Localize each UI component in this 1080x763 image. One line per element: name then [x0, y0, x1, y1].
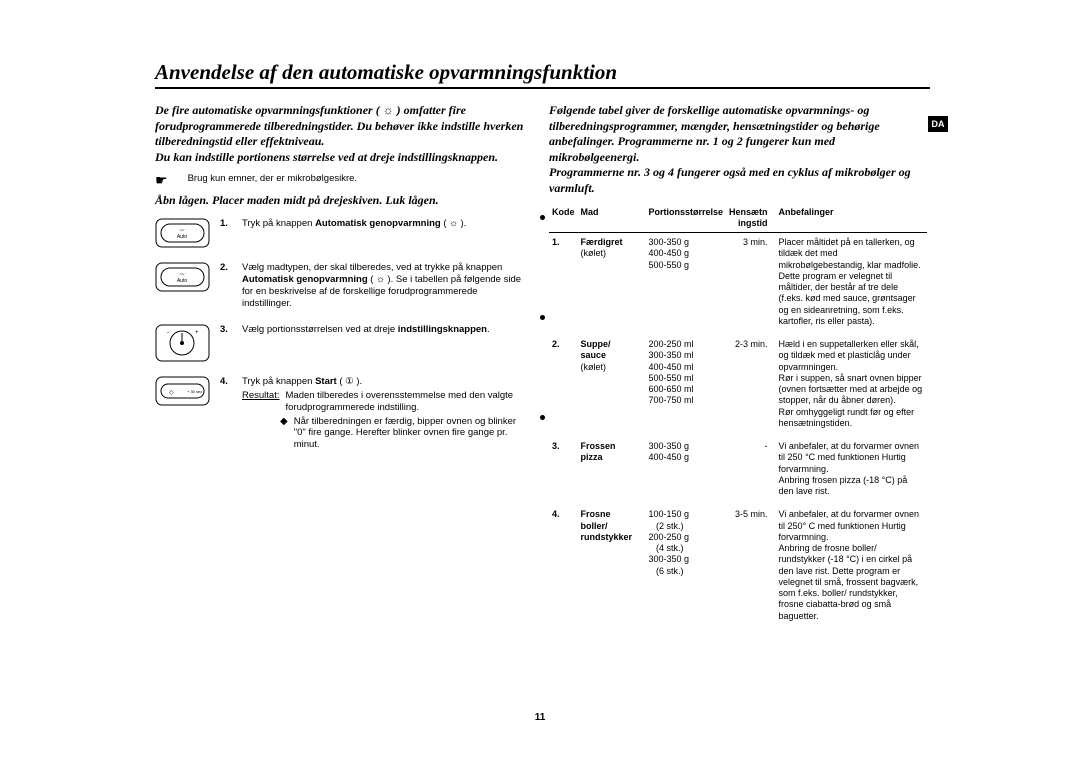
- step-body: 2.Vælg madtypen, der skal tilberedes, ve…: [220, 262, 525, 310]
- step-row: -+3.Vælg portionsstørrelsen ved at dreje…: [155, 324, 525, 362]
- th-rest: Hensætningstid: [726, 205, 776, 233]
- page-fold-dots: [540, 215, 545, 420]
- th-code: Kode: [549, 205, 578, 233]
- cell-portion: 300-350 g400-450 g: [646, 437, 727, 505]
- dot-icon: [540, 415, 545, 420]
- step-number: 3.: [220, 324, 232, 336]
- th-portion: Portionsstørrelse: [646, 205, 727, 233]
- svg-text:Auto: Auto: [177, 278, 188, 284]
- cell-rec: Placer måltidet på en tallerken, og tild…: [776, 233, 927, 336]
- cell-food: Suppe/sauce(kølet): [578, 335, 646, 437]
- cell-food: Frossenpizza: [578, 437, 646, 505]
- steps-list: 〰Auto 1. Tryk på knappen Automatisk genopv…: [155, 218, 525, 451]
- cell-rest: 3 min.: [726, 233, 776, 336]
- step-row: ◇ + 30 sec 4.Tryk på knappen Start ( ① ).R…: [155, 376, 525, 451]
- pointer-icon: ☛: [155, 173, 168, 187]
- page-number: 11: [0, 712, 1080, 723]
- cell-rest: 2-3 min.: [726, 335, 776, 437]
- svg-text:Auto: Auto: [177, 234, 188, 240]
- step-row: 〰Auto 1. Tryk på knappen Automatisk genopv…: [155, 218, 525, 248]
- right-column: Følgende tabel giver de forskellige auto…: [549, 103, 927, 630]
- table-row: 2.Suppe/sauce(kølet)200-250 ml300-350 ml…: [549, 335, 927, 437]
- cell-code: 1.: [549, 233, 578, 336]
- step-text: Vælg madtypen, der skal tilberedes, ved …: [242, 262, 525, 310]
- cell-rec: Vi anbefaler, at du forvarmer ovnen til …: [776, 505, 927, 630]
- cell-portion: 200-250 ml300-350 ml400-450 ml500-550 ml…: [646, 335, 727, 437]
- right-intro: Følgende tabel giver de forskellige auto…: [549, 103, 927, 197]
- cell-food: Frosneboller/rundstykker: [578, 505, 646, 630]
- table-row: 4.Frosneboller/rundstykker100-150 g (2 s…: [549, 505, 927, 630]
- step-icon: 〰Auto: [155, 262, 210, 292]
- step-row: 〰Auto 2.Vælg madtypen, der skal tilberede…: [155, 262, 525, 310]
- cell-portion: 100-150 g (2 stk.)200-250 g (4 stk.)300-…: [646, 505, 727, 630]
- sub-intro: Åbn lågen. Placer maden midt på drejeski…: [155, 193, 525, 208]
- note-text: Brug kun emner, der er mikrobølgesikre.: [188, 173, 357, 184]
- cell-food: Færdigret(kølet): [578, 233, 646, 336]
- page-title: Anvendelse af den automatiske opvarmning…: [155, 60, 930, 89]
- step-icon: ◇ + 30 sec: [155, 376, 210, 406]
- dot-icon: [540, 215, 545, 220]
- step-number: 2.: [220, 262, 232, 310]
- step-text: Tryk på knappen Start ( ① ).Resultat:Mad…: [242, 376, 525, 451]
- step-body: 4.Tryk på knappen Start ( ① ).Resultat:M…: [220, 376, 525, 451]
- cell-portion: 300-350 g400-450 g500-550 g: [646, 233, 727, 336]
- safety-note: ☛ Brug kun emner, der er mikrobølgesikre…: [155, 173, 525, 187]
- left-column: De fire automatiske opvarmningsfunktione…: [155, 103, 525, 630]
- cell-code: 4.: [549, 505, 578, 630]
- step-number: 4.: [220, 376, 232, 451]
- svg-text:◇: ◇: [169, 390, 174, 396]
- left-intro: De fire automatiske opvarmningsfunktione…: [155, 103, 525, 165]
- step-icon: 〰Auto: [155, 218, 210, 248]
- table-body: 1.Færdigret(kølet)300-350 g400-450 g500-…: [549, 233, 927, 630]
- svg-text:-: -: [167, 330, 169, 336]
- table-row: 1.Færdigret(kølet)300-350 g400-450 g500-…: [549, 233, 927, 336]
- cell-rec: Vi anbefaler, at du forvarmer ovnen til …: [776, 437, 927, 505]
- cell-code: 3.: [549, 437, 578, 505]
- dot-icon: [540, 315, 545, 320]
- programs-table: Kode Mad Portionsstørrelse Hensætningsti…: [549, 205, 927, 630]
- language-tab: DA: [928, 116, 948, 132]
- svg-text:+: +: [195, 330, 199, 336]
- step-text: Vælg portionsstørrelsen ved at dreje ind…: [242, 324, 525, 336]
- step-text: Tryk på knappen Automatisk genopvarmning…: [242, 218, 525, 230]
- step-body: 1. Tryk på knappen Automatisk genopvarmni…: [220, 218, 525, 230]
- cell-rest: 3-5 min.: [726, 505, 776, 630]
- th-rec: Anbefalinger: [776, 205, 927, 233]
- step-icon: -+: [155, 324, 210, 362]
- cell-code: 2.: [549, 335, 578, 437]
- svg-text:+ 30 sec: + 30 sec: [187, 389, 202, 394]
- th-food: Mad: [578, 205, 646, 233]
- step-number: 1.: [220, 218, 232, 230]
- table-row: 3.Frossenpizza300-350 g400-450 g-Vi anbe…: [549, 437, 927, 505]
- cell-rec: Hæld i en suppetallerken eller skål, og …: [776, 335, 927, 437]
- step-body: 3. Vælg portionsstørrelsen ved at dreje i…: [220, 324, 525, 336]
- cell-rest: -: [726, 437, 776, 505]
